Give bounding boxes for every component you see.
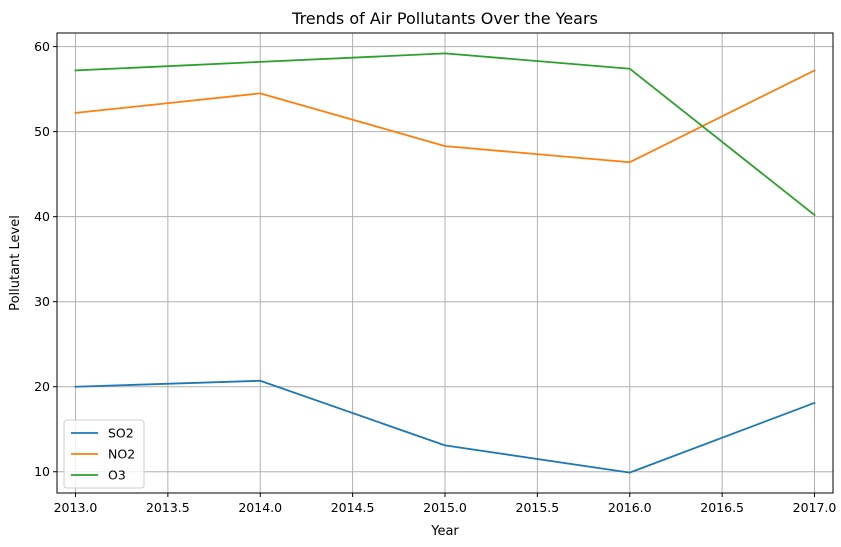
x-tick-label: 2016.5 (700, 500, 744, 515)
series-lines (74, 52, 816, 474)
x-tick-label: 2016.0 (608, 500, 652, 515)
series-line-no2 (74, 69, 816, 164)
legend-label-o3: O3 (108, 468, 126, 483)
x-tick-label: 2014.0 (238, 500, 282, 515)
y-tick-label: 10 (34, 464, 50, 479)
y-axis-label: Pollutant Level (8, 215, 23, 311)
x-tick-label: 2014.5 (331, 500, 375, 515)
grid (57, 33, 833, 493)
legend-label-no2: NO2 (108, 447, 135, 462)
x-tick-label: 2013.0 (54, 500, 98, 515)
y-tick-label: 40 (34, 209, 50, 224)
legend-box (63, 419, 145, 489)
series-line-o3 (74, 52, 816, 217)
x-axis-ticks: 2013.0 2013.5 2014.0 2014.5 2015.0 2015.5 2016… (54, 493, 837, 515)
y-axis-ticks: 10 20 30 40 50 60 (34, 39, 57, 479)
x-tick-label: 2015.0 (423, 500, 467, 515)
y-tick-label: 50 (34, 124, 50, 139)
y-tick-label: 60 (34, 39, 50, 54)
y-tick-label: 20 (34, 379, 50, 394)
legend: SO2 NO2 O3 (63, 419, 145, 489)
x-tick-label: 2015.5 (516, 500, 560, 515)
legend-label-so2: SO2 (108, 426, 134, 441)
series-line-so2 (74, 379, 816, 474)
chart-title: Trends of Air Pollutants Over the Years (291, 9, 598, 28)
x-axis-label: Year (430, 524, 459, 539)
x-tick-label: 2013.5 (146, 500, 190, 515)
y-tick-label: 30 (34, 294, 50, 309)
x-tick-label: 2017.0 (793, 500, 837, 515)
